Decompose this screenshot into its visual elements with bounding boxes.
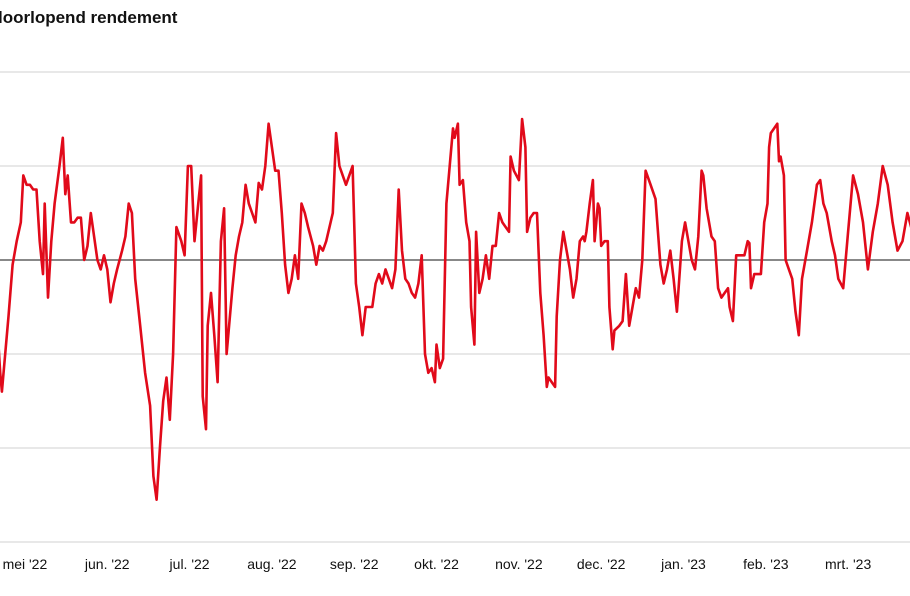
x-tick-label: jan. '23: [660, 556, 706, 572]
x-tick-label: sep. '22: [330, 556, 379, 572]
chart-title: loorlopend rendement: [0, 8, 178, 27]
x-axis-ticks: mei '22 jun. '22 jul. '22 aug. '22 sep. '22 o…: [3, 556, 872, 572]
x-tick-label: mrt. '23: [825, 556, 871, 572]
x-tick-label: aug. '22: [247, 556, 297, 572]
x-tick-label: dec. '22: [577, 556, 626, 572]
x-tick-label: jun. '22: [84, 556, 130, 572]
series-line-1: [0, 117, 910, 502]
x-tick-label: mei '22: [3, 556, 48, 572]
gridlines: [0, 71, 910, 543]
x-tick-label: okt. '22: [414, 556, 459, 572]
x-tick-label: jul. '22: [169, 556, 210, 572]
x-tick-label: feb. '23: [743, 556, 789, 572]
x-tick-label: nov. '22: [495, 556, 543, 572]
series-layer: [0, 117, 910, 502]
